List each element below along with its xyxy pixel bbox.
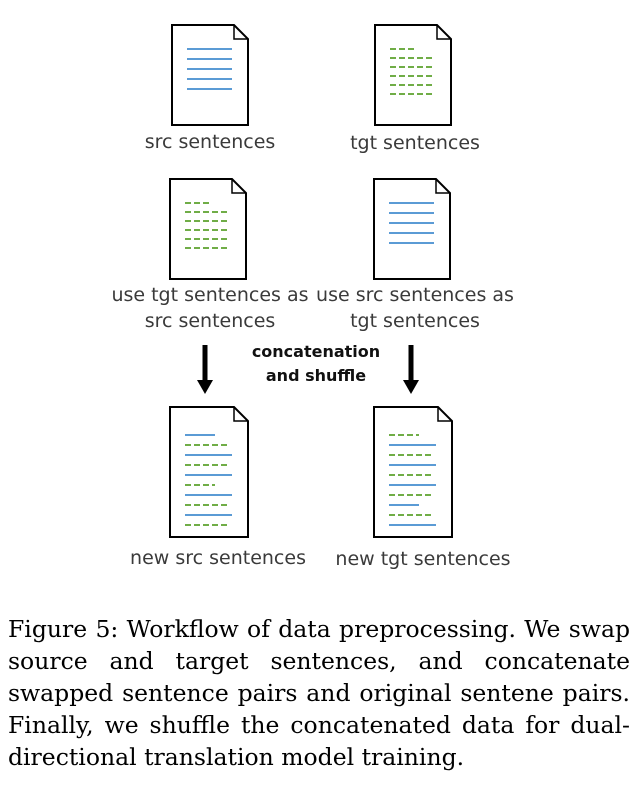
new-tgt-document-fold — [437, 407, 452, 422]
tgt-sentences-label: tgt sentences — [350, 132, 480, 154]
new-src-sentences-label: new src sentences — [130, 547, 306, 569]
swap-src-document-fold — [231, 179, 246, 194]
tgt-document-fold — [436, 25, 451, 40]
new-src-document-fold — [233, 407, 248, 422]
new-tgt-document-outline — [373, 406, 453, 538]
new-src-document-outline — [169, 406, 249, 538]
new-src-document-icon — [169, 406, 249, 538]
swap-src-label-line2: src sentences — [144, 310, 276, 332]
swap-tgt-label-line2: tgt sentences — [350, 310, 480, 332]
swap-tgt-document-icon — [373, 178, 451, 280]
src-document-fold — [233, 25, 248, 40]
src-document-icon — [171, 24, 249, 126]
swap-tgt-label-line1: use src sentences as — [316, 284, 514, 306]
concatenation-label-line1: concatenation — [251, 342, 381, 361]
new-tgt-document-icon — [373, 406, 453, 538]
swap-src-document-icon — [169, 178, 247, 280]
src-document-outline — [171, 24, 249, 126]
down-arrow-right — [403, 345, 419, 394]
tgt-document-icon — [374, 24, 452, 126]
diagram-graphics — [169, 24, 453, 538]
workflow-diagram: src sentences tgt sentences use tgt sent… — [111, 24, 514, 570]
swap-src-label-line1: use tgt sentences as — [111, 284, 309, 306]
down-arrow-left — [197, 345, 213, 394]
src-sentences-label: src sentences — [144, 131, 276, 153]
new-tgt-sentences-label: new tgt sentences — [335, 548, 511, 570]
figure-caption: Figure 5: Workflow of data preprocessing… — [8, 615, 630, 771]
swap-tgt-document-fold — [435, 179, 450, 194]
concatenation-label-line2: and shuffle — [265, 366, 367, 385]
swap-tgt-document-outline — [373, 178, 451, 280]
